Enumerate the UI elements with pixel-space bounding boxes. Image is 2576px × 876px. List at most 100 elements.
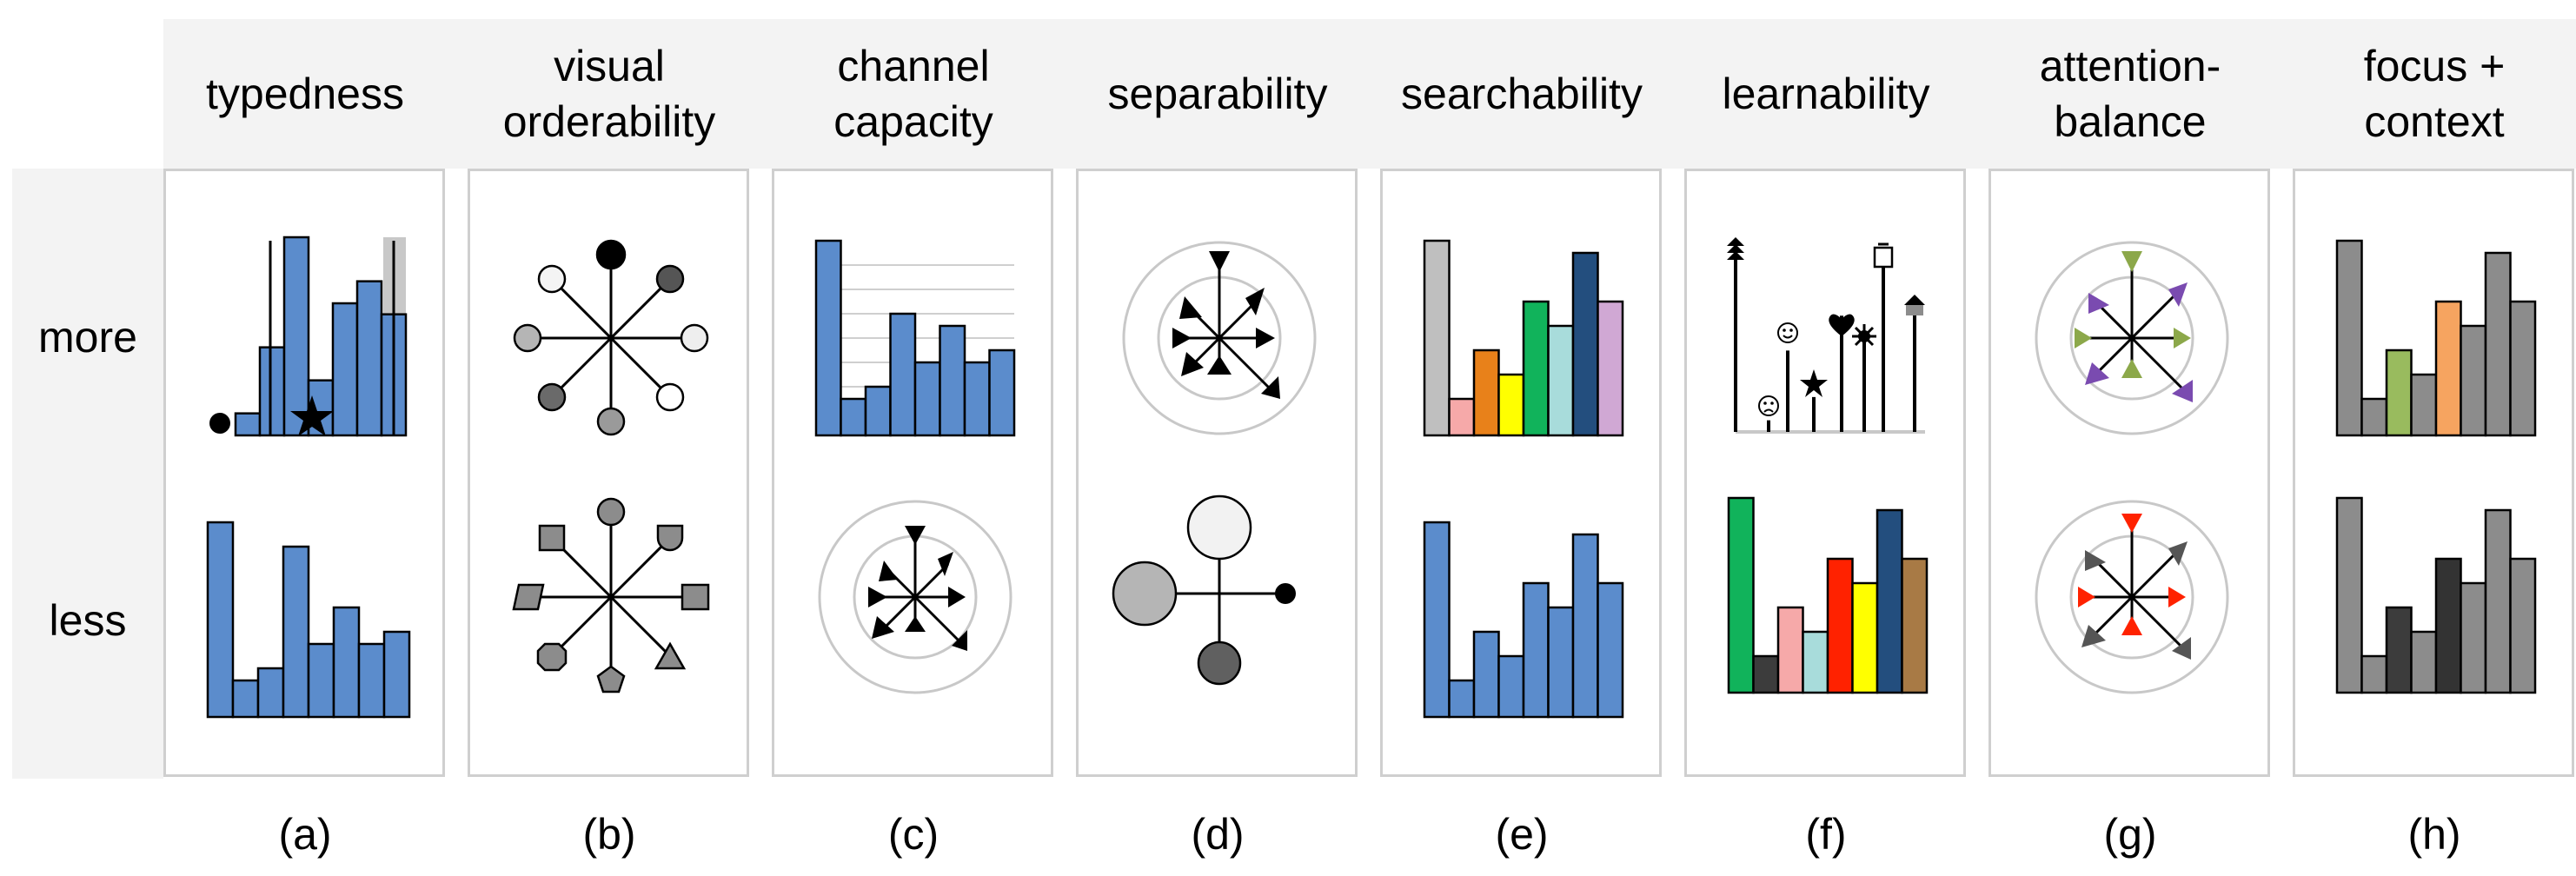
- compass-spokes: [1178, 258, 1273, 392]
- circle-black-icon: [595, 239, 627, 270]
- bar: [282, 236, 310, 437]
- less-unordered-shapes: [512, 497, 710, 694]
- cog-shape-icon: [536, 642, 568, 672]
- asterisk-icon: [1852, 324, 1876, 348]
- panel-channel-capacity: [772, 169, 1053, 777]
- leaf-shape-icon: [656, 524, 684, 552]
- chart-h-less: [2335, 496, 2537, 694]
- bar: [1597, 300, 1624, 437]
- bar: [913, 361, 941, 437]
- chart-h-more: [2335, 239, 2537, 437]
- star-glyph-icon: [290, 395, 334, 436]
- chart-c-more: [814, 239, 1016, 437]
- bar: [258, 346, 286, 437]
- bar: [331, 302, 359, 437]
- column-caption-f: (f): [1805, 810, 1847, 859]
- bar: [864, 385, 892, 437]
- column-caption-g: (g): [2103, 810, 2157, 859]
- chart-a-less: [206, 521, 411, 719]
- heart-icon: [1829, 314, 1855, 336]
- panel-visual-orderability-graphics: [512, 239, 710, 694]
- bar: [1472, 348, 1500, 437]
- panel-searchability-graphics: [1423, 239, 1624, 719]
- panel-learnability-graphics: [1727, 237, 1929, 694]
- bar: [2410, 373, 2438, 437]
- bar: [1448, 397, 1476, 437]
- more-ordered-circles: [513, 239, 709, 436]
- size-circle-dark-icon: [1197, 640, 1242, 686]
- bar: [2360, 654, 2388, 694]
- bar: [1851, 581, 1879, 694]
- size-circle-large-icon: [1186, 494, 1252, 561]
- column-caption-b: (b): [582, 810, 636, 859]
- house-icon: [1904, 295, 1925, 315]
- bar: [1876, 508, 1903, 694]
- bar: [307, 642, 335, 719]
- column-caption-d: (d): [1191, 810, 1245, 859]
- size-circle-gray-icon: [1112, 561, 1178, 627]
- sad-face-icon: [1758, 395, 1779, 416]
- panel-focus-context: [2293, 169, 2574, 777]
- column-header-searchability: searchability: [1401, 70, 1643, 118]
- panel-learnability: [1684, 169, 1966, 777]
- bar: [1752, 654, 1780, 694]
- column-header-channel-capacity: channel capacity: [833, 42, 993, 146]
- column-header-learnability: learnability: [1722, 70, 1930, 118]
- bar: [282, 545, 310, 719]
- bar: [1802, 630, 1829, 694]
- bar: [963, 361, 991, 437]
- square-shape-icon: [681, 583, 710, 611]
- parallelogram-shape-icon: [512, 583, 545, 611]
- bar: [2360, 397, 2388, 437]
- panel-focus-context-graphics: [2335, 239, 2537, 694]
- lollipop-glyphs: [1727, 237, 1925, 416]
- bar: [234, 412, 262, 437]
- panel-searchability: [1380, 169, 1662, 777]
- bar: [2434, 557, 2462, 694]
- circle-dark-gray-icon: [655, 264, 685, 294]
- size-circle-small-icon: [1275, 583, 1296, 604]
- circle-dim-gray-icon: [537, 382, 567, 412]
- bar: [1597, 581, 1624, 719]
- bar: [988, 348, 1016, 437]
- panel-attention-balance-graphics: [2035, 241, 2229, 694]
- bar: [1826, 557, 1854, 694]
- bar: [2335, 239, 2363, 437]
- bar: [1522, 300, 1550, 437]
- star-icon: [1800, 369, 1828, 397]
- bar: [1776, 606, 1804, 694]
- column-header-separability: separability: [1107, 70, 1328, 118]
- column-caption-h: (h): [2407, 810, 2461, 859]
- pentagon-shape-icon: [596, 665, 626, 694]
- chart-e-more: [1423, 239, 1624, 437]
- row-label-less: less: [49, 596, 127, 645]
- bar: [1497, 373, 1525, 437]
- column-caption-e: (e): [1495, 810, 1549, 859]
- bar: [1522, 581, 1550, 719]
- panel-channel-capacity-graphics: [814, 239, 1016, 694]
- panel-attention-balance: [1988, 169, 2270, 777]
- bar: [2509, 300, 2537, 437]
- bar: [840, 397, 867, 437]
- bottle-icon: [1873, 242, 1894, 269]
- bar: [2335, 496, 2363, 694]
- bar: [1571, 251, 1599, 437]
- panel-separability-graphics: [1112, 241, 1317, 686]
- compass-arrowheads: [868, 526, 967, 651]
- tree-glyph-icon: [1727, 237, 1744, 260]
- bar: [1423, 239, 1451, 437]
- bar: [1497, 654, 1525, 719]
- circle-near-white-icon: [537, 264, 567, 294]
- bar: [1547, 324, 1575, 437]
- circle-gray-icon: [596, 407, 626, 436]
- bar: [1423, 521, 1451, 719]
- row-label-more: more: [38, 313, 137, 362]
- bar: [1901, 557, 1929, 694]
- bar: [357, 642, 386, 719]
- circle-silver-icon: [513, 323, 542, 353]
- bar: [2484, 508, 2512, 694]
- bar: [355, 280, 383, 437]
- chart-e-less: [1423, 521, 1624, 719]
- column-header-visual-orderability: visual orderability: [502, 42, 716, 146]
- panel-separability: [1076, 169, 1358, 777]
